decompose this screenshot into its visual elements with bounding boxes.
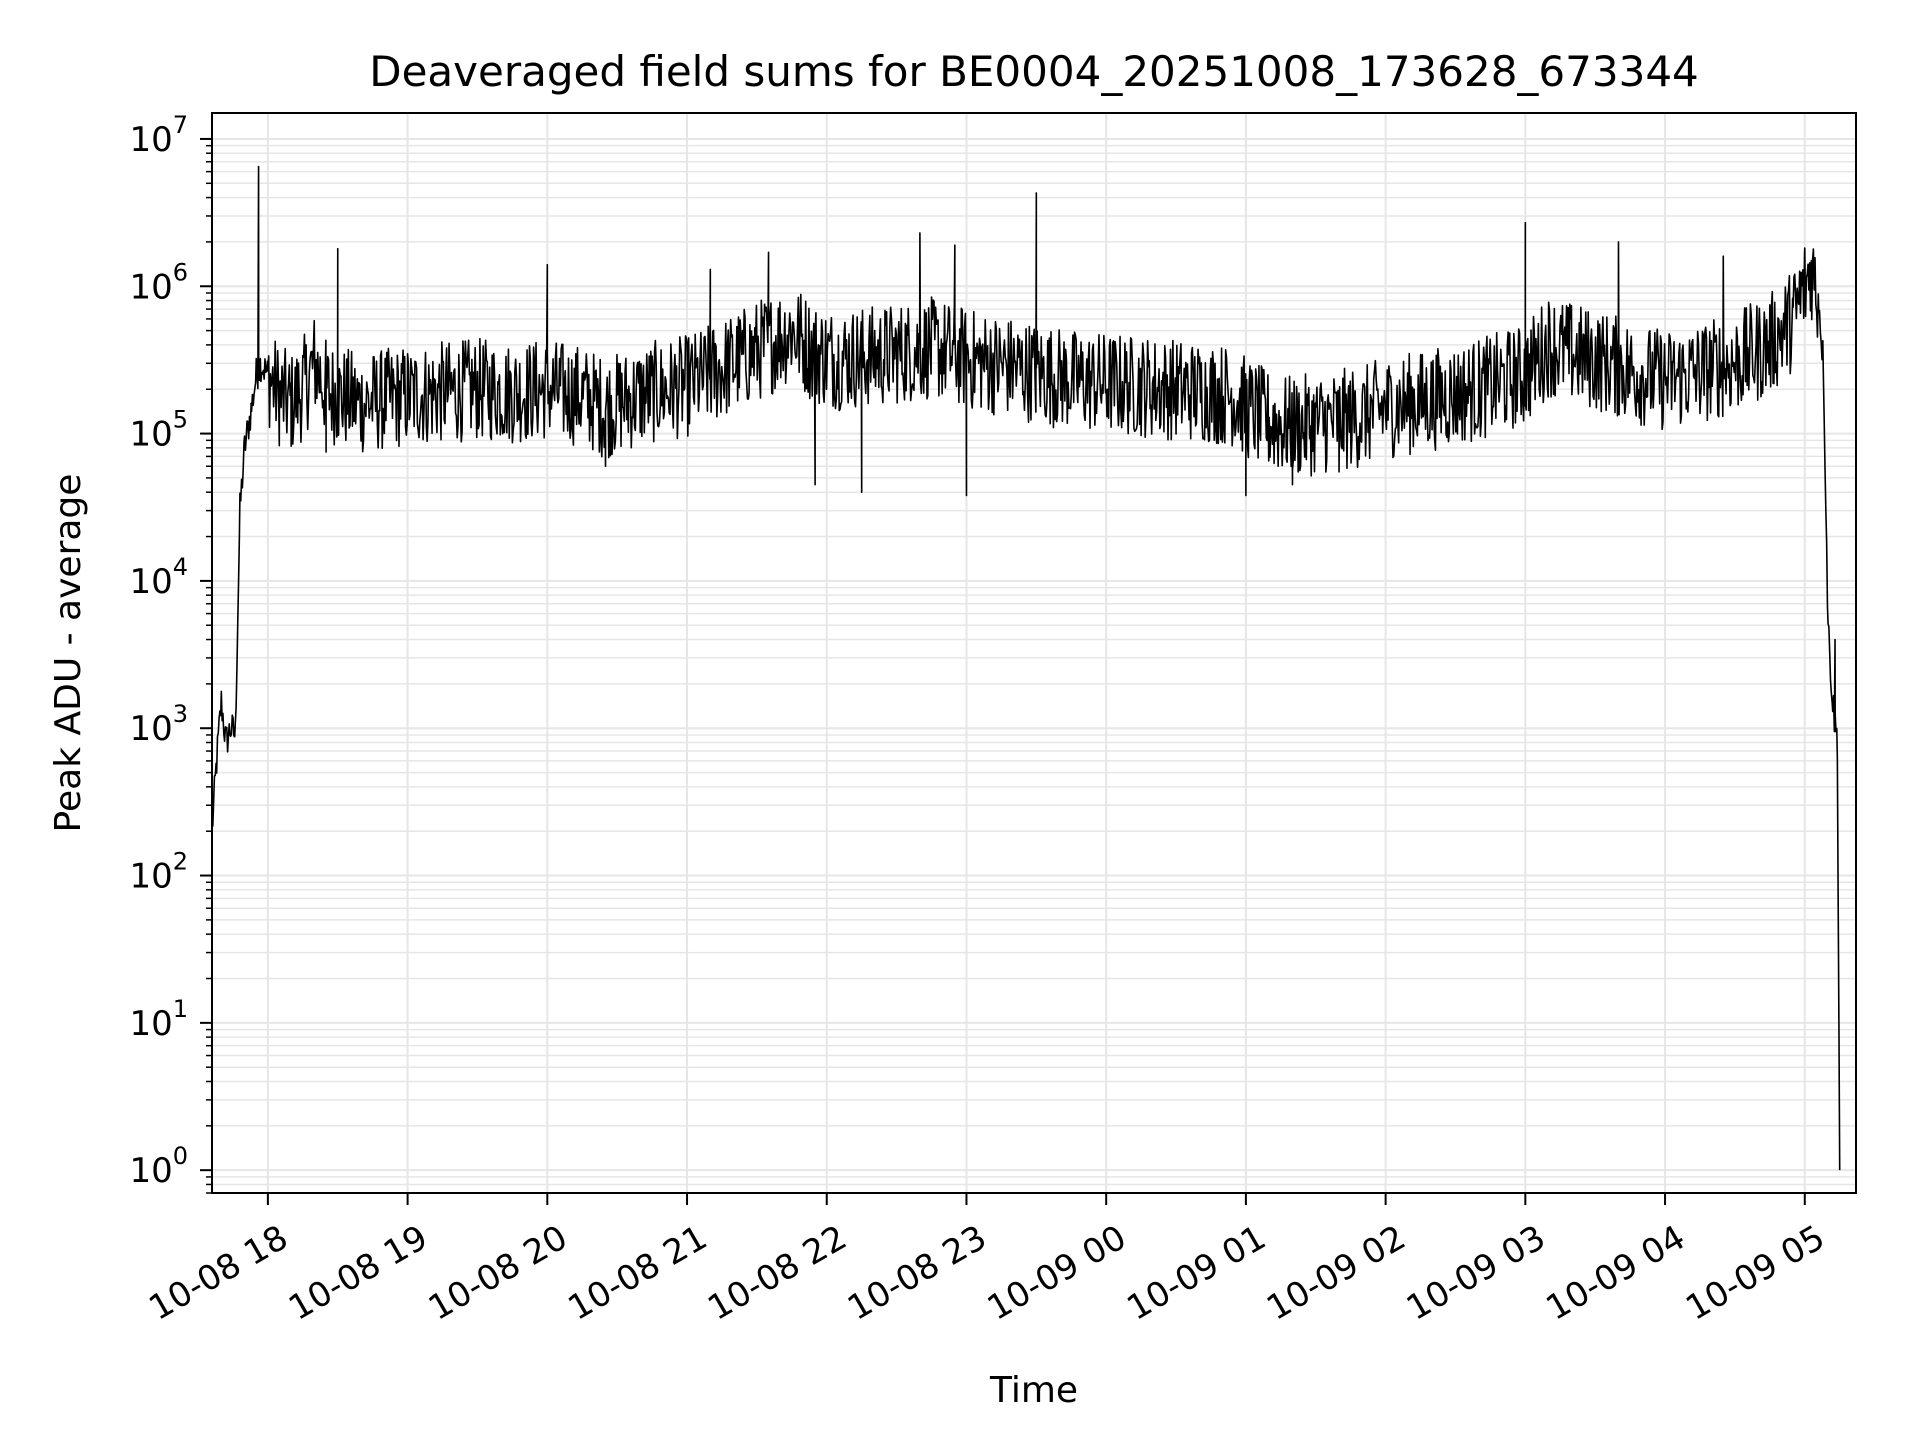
- x-axis-label: Time: [989, 1370, 1078, 1411]
- y-tick-label: 103: [129, 700, 188, 749]
- y-tick-label: 104: [129, 553, 188, 602]
- y-tick-label: 102: [129, 848, 188, 897]
- y-tick-label: 106: [129, 258, 188, 307]
- y-tick-label: 101: [129, 995, 188, 1044]
- plot-frame: [211, 112, 1857, 1194]
- y-tick-label: 107: [129, 111, 188, 160]
- chart-title: Deaveraged field sums for BE0004_2025100…: [369, 47, 1699, 96]
- y-tick-label: 105: [129, 406, 188, 455]
- y-axis-label: Peak ADU - average: [48, 474, 89, 833]
- series-path: [211, 165, 1841, 1171]
- y-axis: 100 101 102 103 104 105 106 107: [129, 111, 212, 1194]
- y-tick-label: 100: [129, 1142, 188, 1191]
- series-line: [211, 165, 1841, 1171]
